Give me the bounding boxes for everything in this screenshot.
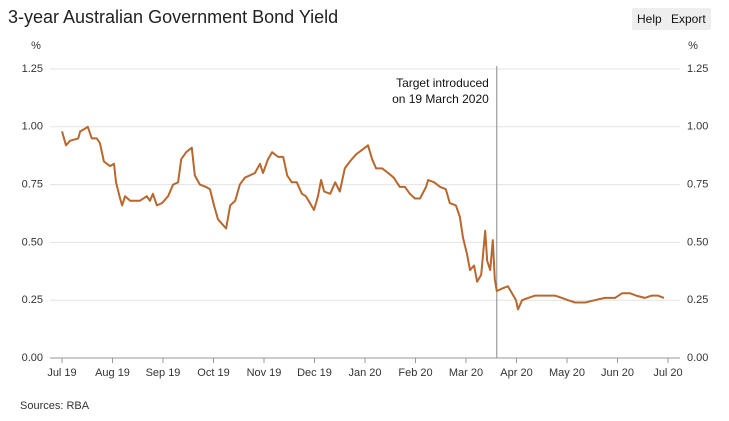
y-tick-label: 0.25 — [22, 294, 43, 306]
x-tick-label: Apr 20 — [500, 367, 532, 379]
y-tick-label: 0.00 — [22, 352, 43, 364]
x-tick-label: Jul 20 — [653, 367, 682, 379]
annotation-text: on 19 March 2020 — [392, 92, 489, 106]
x-tick-label: Aug 19 — [95, 367, 130, 379]
x-tick-label: Jan 20 — [348, 367, 381, 379]
y2-tick-label: 0.00 — [687, 352, 708, 364]
y-tick-label: 1.00 — [22, 121, 43, 133]
y-tick-label: 0.75 — [22, 179, 43, 191]
y-unit-right: % — [688, 40, 698, 52]
y2-tick-label: 0.75 — [687, 179, 708, 191]
x-tick-label: Feb 20 — [398, 367, 432, 379]
data-line — [61, 125, 665, 311]
y2-tick-label: 1.00 — [687, 121, 708, 133]
y-unit-left: % — [31, 40, 41, 52]
x-tick-label: Oct 19 — [197, 367, 229, 379]
y-tick-label: 0.50 — [22, 236, 43, 248]
export-button[interactable]: Export — [666, 8, 711, 30]
x-tick-label: May 20 — [549, 367, 585, 379]
y2-tick-label: 0.25 — [687, 294, 708, 306]
y2-tick-label: 1.25 — [687, 63, 708, 75]
chart-title: 3-year Australian Government Bond Yield — [8, 7, 338, 27]
y-tick-label: 1.25 — [22, 63, 43, 75]
y2-tick-label: 0.50 — [687, 236, 708, 248]
help-button[interactable]: Help — [632, 8, 667, 30]
x-tick-label: Sep 19 — [146, 367, 181, 379]
annotation-text: Target introduced — [396, 76, 489, 90]
x-tick-label: Jun 20 — [601, 367, 634, 379]
x-tick-label: Jul 19 — [47, 367, 76, 379]
source-note: Sources: RBA — [20, 400, 90, 412]
x-tick-label: Dec 19 — [297, 367, 332, 379]
x-tick-label: Nov 19 — [247, 367, 282, 379]
x-tick-label: Mar 20 — [449, 367, 483, 379]
